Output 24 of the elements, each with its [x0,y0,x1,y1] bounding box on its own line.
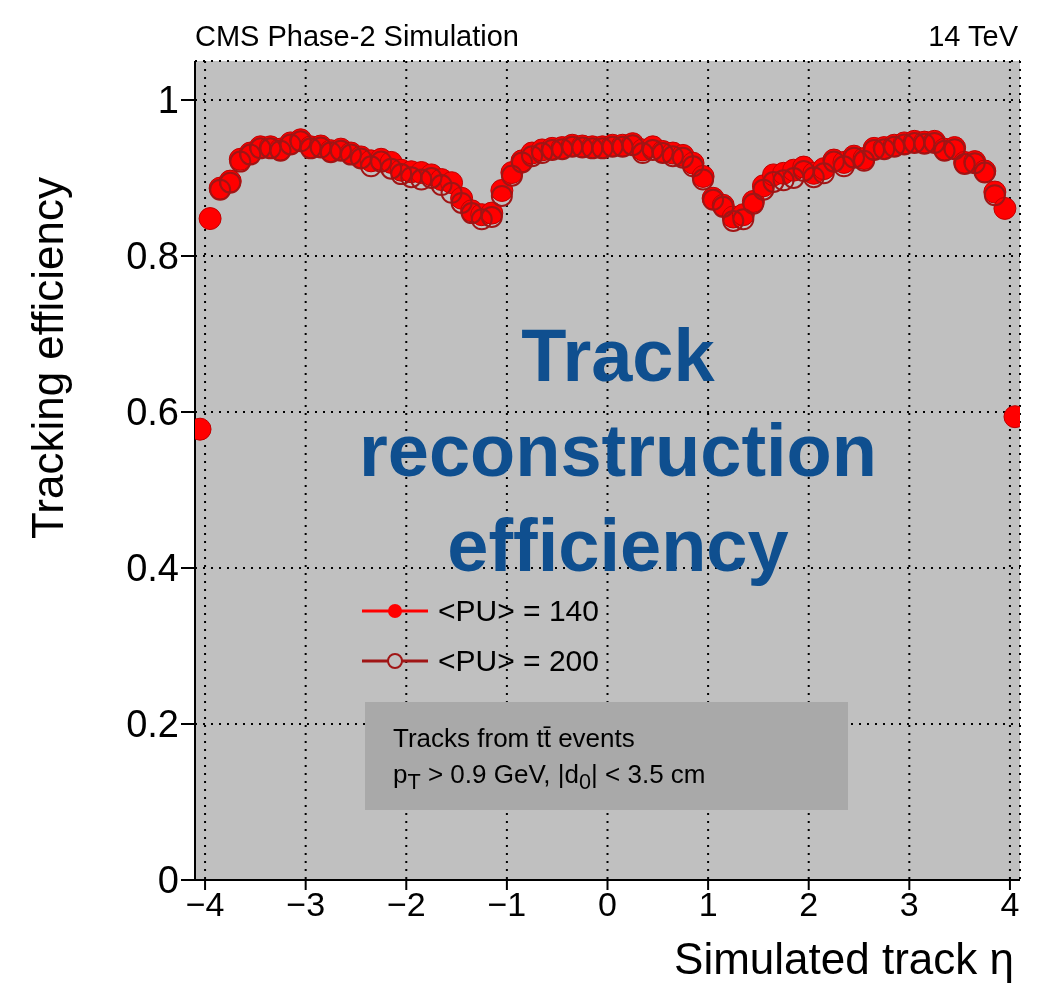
x-tick-label: 2 [799,885,819,924]
x-tick-label: −3 [286,885,326,924]
chart-title: CMS Phase-2 Simulation [195,20,519,53]
x-tick-label: 3 [899,885,919,924]
legend-label: <PU> = 140 [438,594,599,628]
annotation: Tracks from tt̄ events [393,722,636,755]
annotation: p$_{T}$ > 0.9 GeV, |d$_{0}$| < 3.5 cm [393,758,707,797]
note-box: Tracks from tt̄ events p$_{T}$ > 0.9 GeV, |d$_{0}$| < 3.5 cm [365,702,848,810]
y-tick-label: 0.8 [126,235,179,278]
x-tick-label: −4 [185,885,225,924]
x-tick-label: 0 [598,885,617,924]
x-tick-label: −2 [386,885,426,924]
x-tick-label: 4 [1000,885,1020,924]
legend-label: <PU> = 200 [438,644,599,678]
y-tick-label: 0.6 [126,391,179,434]
y-tick-label: 0.4 [126,547,179,590]
y-tick-label: 1 [157,79,179,122]
annotation: Track reconstruction efficiency [357,313,879,589]
x-axis-title: Simulated track η [674,934,1014,983]
y-tick-label: 0.2 [126,703,179,746]
y-axis-title: Tracking efficiency [23,177,73,539]
chart-subtitle: 14 TeV [928,20,1018,53]
x-tick-label: −1 [487,885,527,924]
x-tick-label: 1 [698,885,718,924]
